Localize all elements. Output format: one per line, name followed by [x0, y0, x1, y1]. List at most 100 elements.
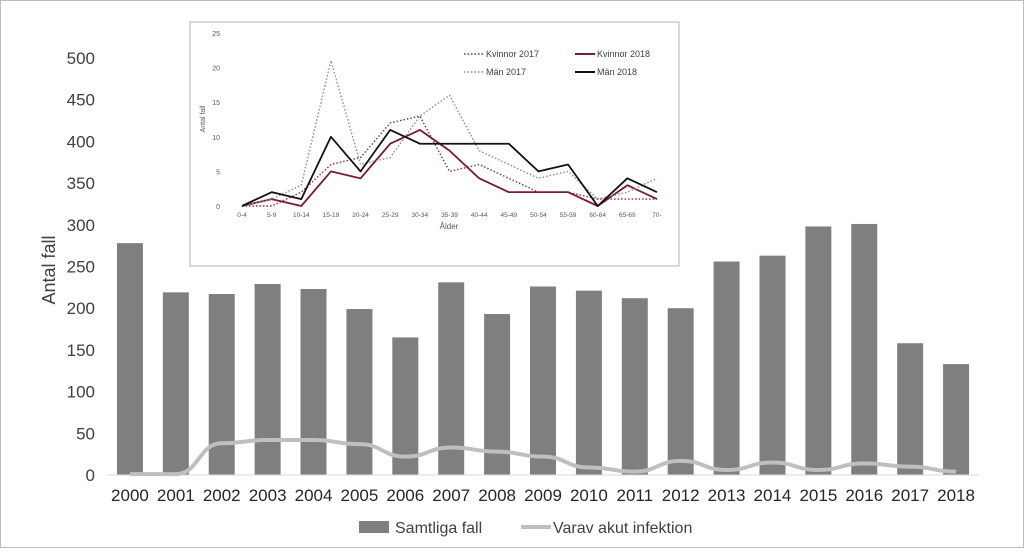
inset-legend-label-kvinnor-2017: Kvinnor 2017 — [486, 49, 539, 59]
bar-2009 — [530, 286, 556, 475]
y-tick-label: 500 — [67, 49, 95, 68]
bar-2012 — [667, 308, 694, 475]
x-tick-label: 2005 — [341, 486, 379, 505]
inset-y-axis: 0 5 10 15 20 25 — [212, 31, 220, 211]
point-akut-2015 — [817, 469, 819, 471]
bar-2007 — [438, 282, 465, 475]
inset-x-tick-label: 45-49 — [500, 212, 517, 219]
inset-x-tick-label: 25-29 — [382, 212, 399, 219]
inset-legend-label-man-2018: Män 2018 — [597, 67, 637, 77]
y-tick-label: 100 — [67, 383, 95, 402]
inset-x-axis-label: Ålder — [440, 222, 459, 231]
x-tick-label: 2016 — [845, 486, 883, 505]
point-akut-2017 — [909, 466, 911, 468]
bar-2013 — [713, 261, 740, 475]
inset-x-tick-label: 30-34 — [412, 212, 429, 219]
point-akut-2002 — [221, 442, 223, 444]
x-tick-label: 2014 — [754, 486, 792, 505]
point-akut-2006 — [404, 456, 406, 458]
y-tick-label: 450 — [67, 91, 95, 110]
inset-line-m-n-2018 — [241, 128, 658, 207]
y-tick-label: 200 — [67, 299, 95, 318]
inset-y-tick-label: 20 — [212, 66, 220, 73]
point-akut-2014 — [771, 461, 773, 463]
bar-2003 — [254, 284, 281, 475]
y-tick-label: 300 — [67, 216, 95, 235]
inset-line-m-n-2017 — [241, 59, 658, 207]
y-tick-label: 400 — [67, 132, 95, 151]
bar-2005 — [346, 309, 373, 475]
bar-2018 — [943, 364, 970, 475]
point-akut-2007 — [450, 446, 452, 448]
inset-x-tick-label: 70- — [652, 212, 661, 219]
x-tick-label: 2000 — [111, 486, 149, 505]
inset-legend-label-kvinnor-2018: Kvinnor 2018 — [597, 49, 650, 59]
bar-2002 — [208, 294, 235, 475]
bar-2001 — [162, 292, 189, 475]
y-tick-label: 150 — [67, 341, 95, 360]
inset-y-tick-label: 15 — [212, 100, 220, 107]
inset-x-tick-label: 40-44 — [471, 212, 488, 219]
point-akut-2004 — [313, 439, 315, 441]
inset-x-tick-label: 50-54 — [530, 212, 547, 219]
inset-x-tick-label: 0-4 — [237, 212, 247, 219]
legend-label-samtliga: Samtliga fall — [395, 520, 482, 537]
point-akut-2009 — [542, 456, 544, 458]
point-akut-2003 — [267, 439, 269, 441]
x-tick-label: 2011 — [617, 486, 654, 505]
x-tick-label: 2009 — [524, 486, 562, 505]
bar-2015 — [805, 226, 832, 475]
inset-y-axis-label: Antal fall — [200, 105, 207, 132]
inset-chart: 0 5 10 15 20 25 Antal fall 0-4 5-9 10-14 15-19 20… — [189, 21, 680, 267]
inset-line-kvinnor-2017 — [242, 115, 657, 207]
inset-x-tick-label: 10-14 — [293, 212, 310, 219]
point-akut-2018 — [955, 471, 957, 473]
legend-swatch-samtliga — [359, 521, 389, 533]
inset-x-tick-label: 35-39 — [441, 212, 458, 219]
inset-x-axis: 0-4 5-9 10-14 15-19 20-24 25-29 30-34 35-39 40-4… — [237, 212, 661, 219]
x-tick-label: 2017 — [891, 486, 929, 505]
x-tick-label: 2002 — [203, 486, 241, 505]
bar-2010 — [575, 290, 602, 475]
point-akut-2016 — [863, 462, 865, 464]
x-tick-label: 2018 — [937, 486, 975, 505]
y-tick-label: 50 — [76, 424, 95, 443]
inset-lines — [241, 59, 658, 207]
point-akut-2008 — [496, 451, 498, 453]
inset-x-tick-label: 5-9 — [267, 212, 277, 219]
bar-2006 — [392, 337, 419, 475]
point-akut-2001 — [175, 473, 177, 475]
x-tick-label: 2008 — [478, 486, 516, 505]
inset-x-tick-label: 55-59 — [560, 212, 577, 219]
inset-y-tick-label: 10 — [212, 135, 220, 142]
main-bars — [107, 223, 979, 476]
main-y-axis-label: Antal fall — [39, 235, 59, 304]
legend-label-akut: Varav akut infektion — [553, 520, 692, 537]
main-line-series — [129, 437, 957, 477]
inset-x-tick-label: 15-19 — [323, 212, 340, 219]
main-y-axis: 0 50 100 150 200 250 300 350 400 450 500 — [67, 49, 95, 485]
bar-2014 — [759, 255, 786, 475]
y-tick-label: 0 — [86, 466, 95, 485]
inset-x-tick-label: 60-64 — [589, 212, 606, 219]
bar-2008 — [484, 314, 511, 475]
inset-y-tick-label: 0 — [216, 204, 220, 211]
x-tick-label: 2013 — [708, 486, 746, 505]
point-akut-2011 — [634, 471, 636, 473]
x-tick-label: 2003 — [249, 486, 287, 505]
inset-y-tick-label: 25 — [212, 31, 220, 38]
point-akut-2012 — [680, 460, 682, 462]
inset-x-tick-label: 65-69 — [619, 212, 636, 219]
point-akut-2005 — [358, 443, 360, 445]
point-akut-2000 — [129, 473, 131, 475]
main-x-axis: 2000 2001 2002 2003 2004 2005 2006 2007 2008 2009… — [111, 486, 975, 505]
bar-2000 — [116, 243, 143, 475]
x-tick-label: 2015 — [799, 486, 837, 505]
x-tick-label: 2010 — [570, 486, 608, 505]
inset-y-tick-label: 5 — [216, 169, 220, 176]
bar-2016 — [851, 223, 878, 475]
bar-2011 — [621, 298, 648, 475]
inset-legend-label-man-2017: Män 2017 — [486, 67, 526, 77]
